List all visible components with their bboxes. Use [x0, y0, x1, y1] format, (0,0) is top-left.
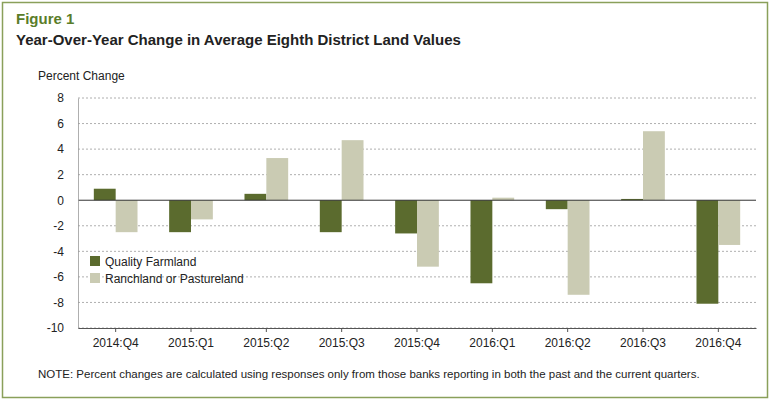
y-axis-line: [78, 99, 79, 329]
legend-item: Ranchland or Pastureland: [90, 272, 244, 286]
x-tick-mark: [492, 328, 493, 332]
y-tick-label: 4: [57, 142, 64, 156]
legend-item: Quality Farmland: [90, 255, 196, 269]
x-tick-label: 2015:Q3: [319, 336, 365, 350]
x-tick-label: 2015:Q2: [243, 336, 289, 350]
y-tick: 4: [57, 142, 78, 156]
x-tick-mark: [643, 328, 644, 332]
x-tick-label: 2016:Q3: [620, 336, 666, 350]
bar: [266, 158, 288, 200]
y-tick: 2: [57, 168, 78, 182]
x-tick: 2015:Q3: [319, 328, 365, 350]
x-tick: 2016:Q1: [469, 328, 515, 350]
y-tick: 8: [57, 91, 78, 105]
bar: [696, 200, 718, 304]
bar: [191, 200, 213, 219]
legend-label: Quality Farmland: [105, 255, 196, 269]
x-tick-mark: [115, 328, 116, 332]
x-tick-label: 2014:Q4: [93, 336, 139, 350]
bar: [94, 189, 116, 201]
figure-label: Figure 1: [16, 10, 74, 27]
grid-line: [78, 302, 756, 303]
y-tick-label: 2: [57, 168, 64, 182]
grid: [78, 98, 756, 328]
y-tick: 0: [57, 194, 78, 208]
bar: [244, 194, 266, 200]
x-tick: 2016:Q3: [620, 328, 666, 350]
bar: [568, 200, 590, 295]
legend-swatch: [90, 273, 100, 283]
x-tick-mark: [417, 328, 418, 332]
title: Year-Over-Year Change in Average Eighth …: [16, 31, 461, 48]
legend-label: Ranchland or Pastureland: [105, 272, 244, 286]
bars: [94, 131, 740, 304]
bar: [116, 200, 138, 232]
bar: [643, 131, 665, 200]
bar: [417, 200, 439, 266]
legend: Quality Farmland Ranchland or Pastureland: [90, 255, 244, 286]
y-tick: -2: [53, 219, 78, 233]
x-tick-label: 2016:Q4: [695, 336, 741, 350]
x-tick: 2015:Q4: [394, 328, 440, 350]
note: NOTE: Percent changes are calculated usi…: [38, 368, 700, 380]
bar: [546, 200, 568, 209]
y-tick-label: -4: [53, 245, 64, 259]
x-tick: 2016:Q2: [545, 328, 591, 350]
x-tick: 2015:Q1: [168, 328, 214, 350]
x-tick: 2014:Q4: [93, 328, 139, 350]
bar: [470, 200, 492, 283]
y-tick-label: -8: [53, 296, 64, 310]
bar: [320, 200, 342, 232]
y-tick-label: 8: [57, 91, 64, 105]
grid-line: [78, 123, 756, 124]
y-axis-title: Percent Change: [38, 69, 125, 83]
x-tick-mark: [341, 328, 342, 332]
y-tick-label: -2: [53, 219, 64, 233]
y-tick-label: 6: [57, 117, 64, 131]
x-tick-mark: [718, 328, 719, 332]
bar: [718, 200, 740, 245]
legend-swatch: [90, 256, 100, 266]
plot: -10-8-6-4-2024682014:Q42015:Q12015:Q2201…: [47, 91, 757, 349]
y-tick-label: 0: [57, 194, 64, 208]
zero-line: [78, 200, 756, 201]
bar: [395, 200, 417, 233]
chart: Figure 1 Year-Over-Year Change in Average…: [0, 0, 770, 400]
y-tick: -4: [53, 245, 78, 259]
frame: [3, 3, 768, 398]
bar: [342, 140, 364, 200]
grid-line: [78, 98, 756, 99]
x-tick-mark: [567, 328, 568, 332]
x-tick-mark: [266, 328, 267, 332]
x-tick-label: 2015:Q1: [168, 336, 214, 350]
y-tick: 6: [57, 117, 78, 131]
x-tick-label: 2015:Q4: [394, 336, 440, 350]
y-axis: -10 -8 -6 -4 -2 0 2 4 6 8: [47, 91, 79, 335]
x-tick: 2016:Q4: [695, 328, 741, 350]
x-tick-mark: [191, 328, 192, 332]
y-tick: -8: [53, 296, 78, 310]
bar: [169, 200, 191, 232]
y-tick-label: -10: [47, 321, 65, 335]
x-tick-label: 2016:Q1: [469, 336, 515, 350]
x-axis: 2014:Q4 2015:Q1 2015:Q2 2015:Q3 2015:Q4 2016:…: [79, 328, 757, 350]
y-tick: -6: [53, 270, 78, 284]
y-tick: -10: [47, 321, 78, 335]
x-tick-label: 2016:Q2: [545, 336, 591, 350]
y-tick-label: -6: [53, 270, 64, 284]
x-tick: 2015:Q2: [243, 328, 289, 350]
